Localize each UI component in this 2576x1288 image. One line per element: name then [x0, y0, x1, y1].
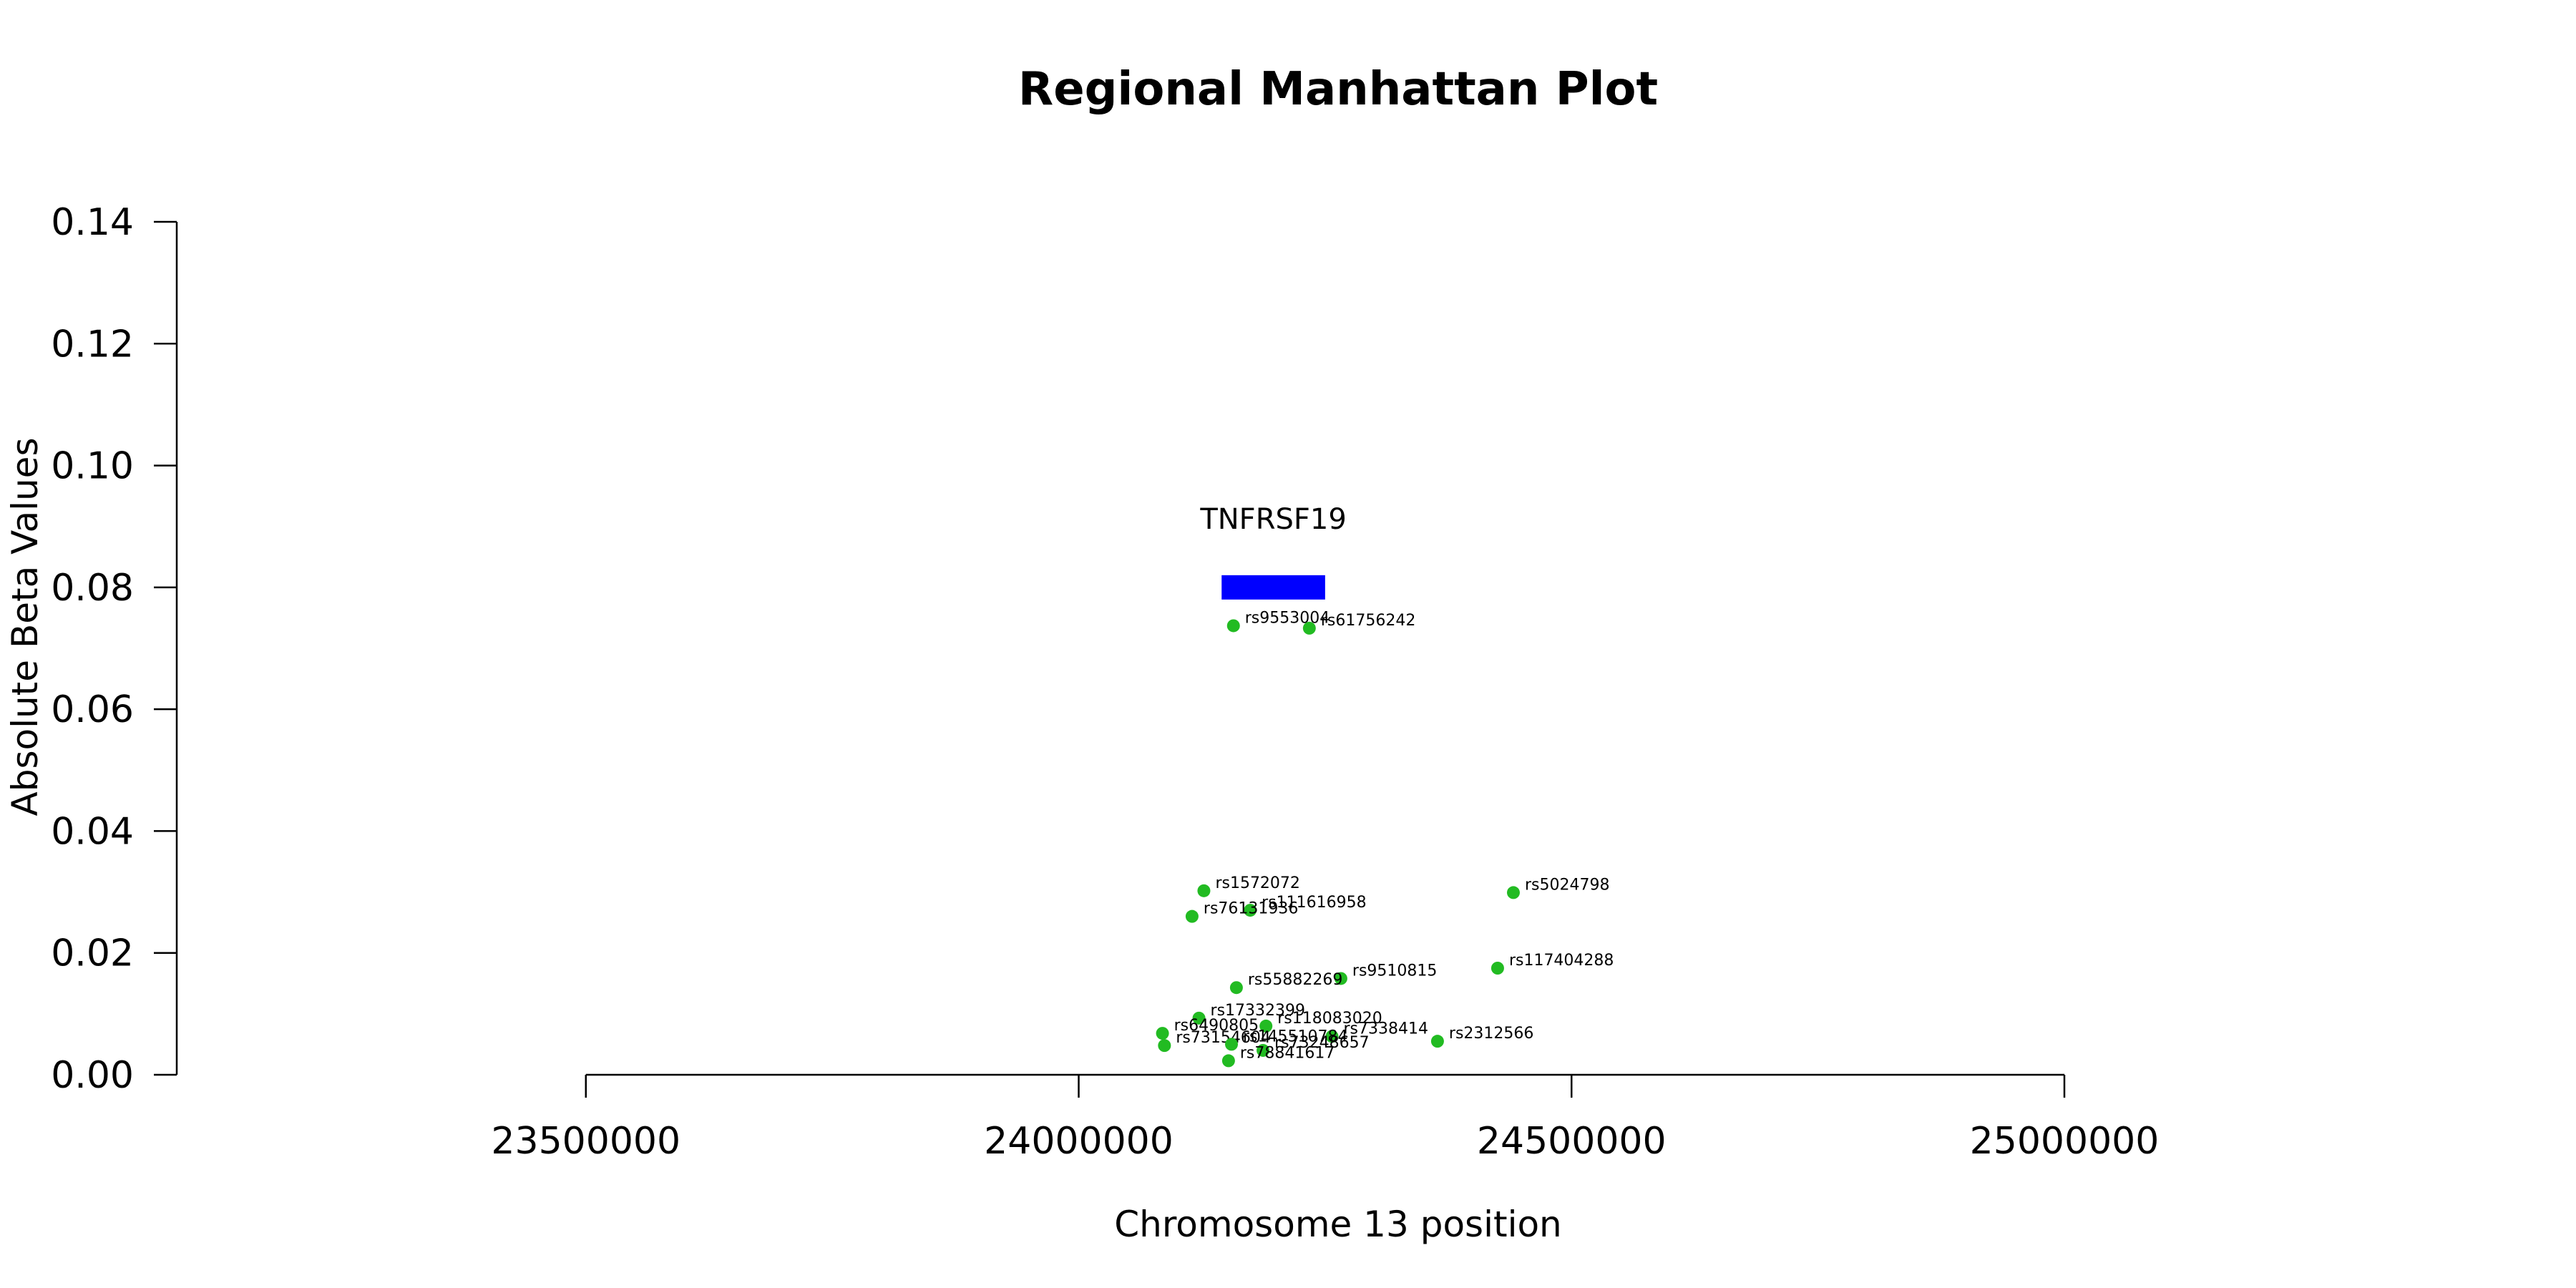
- snp-point: [1430, 1035, 1444, 1048]
- y-tick-label: 0.14: [51, 201, 134, 244]
- snp-point: [1156, 1027, 1169, 1040]
- y-axis: 0.00 0.02 0.04 0.06 0.08 0.10 0.12 0.14: [51, 201, 178, 1097]
- snp-point: [1192, 1011, 1206, 1025]
- snp-label: rs145510784: [1243, 1028, 1347, 1045]
- snp-label: rs2312566: [1449, 1025, 1534, 1043]
- y-tick-label: 0.12: [51, 323, 134, 366]
- snp-label: rs73154604: [1176, 1029, 1270, 1047]
- snp-point: [1185, 909, 1199, 923]
- y-tick-label: 0.10: [51, 445, 134, 488]
- x-tick-label: 23500000: [491, 1120, 680, 1163]
- gene-label: TNFRSF19: [1199, 503, 1346, 536]
- x-tick-label: 24000000: [984, 1120, 1174, 1163]
- snp-point: [1302, 621, 1316, 635]
- snp-point: [1197, 884, 1211, 897]
- snp-point: [1244, 904, 1257, 917]
- snp-label: rs17332399: [1211, 1002, 1305, 1020]
- snp-label: rs73248657: [1274, 1034, 1369, 1052]
- snp-label: rs6490805: [1174, 1017, 1259, 1035]
- snp-label: rs78841617: [1240, 1044, 1335, 1062]
- y-axis-label: Absolute Beta Values: [4, 438, 46, 816]
- x-axis-label: Chromosome 13 position: [1114, 1204, 1562, 1245]
- snp-point: [1226, 619, 1240, 633]
- snp-point: [1334, 972, 1347, 985]
- snp-label: rs76131936: [1204, 900, 1298, 918]
- snp-point: [1325, 1030, 1339, 1043]
- y-tick-label: 0.02: [51, 932, 134, 975]
- snp-label: rs117404288: [1509, 952, 1614, 970]
- snp-label: rs118083020: [1277, 1010, 1382, 1028]
- snp-point: [1158, 1039, 1171, 1053]
- y-tick-label: 0.06: [51, 688, 134, 731]
- snp-point: [1506, 886, 1520, 899]
- snp-point: [1229, 981, 1243, 995]
- chart-title: Regional Manhattan Plot: [1018, 63, 1658, 116]
- snp-label: rs61756242: [1321, 612, 1415, 630]
- snp-point: [1257, 1043, 1270, 1057]
- snp-label: rs9510815: [1352, 962, 1438, 980]
- gene-layer: TNFRSF19: [1199, 503, 1347, 600]
- snp-point: [1491, 962, 1504, 975]
- y-tick-label: 0.04: [51, 810, 134, 853]
- snp-label: rs111616958: [1262, 894, 1366, 912]
- y-tick-label: 0.00: [51, 1054, 134, 1097]
- x-tick-label: 25000000: [1970, 1120, 2160, 1163]
- snp-label: rs1572072: [1215, 874, 1300, 892]
- snp-point: [1221, 1054, 1235, 1068]
- y-tick-label: 0.08: [51, 567, 134, 610]
- snp-label: rs5024798: [1525, 876, 1610, 894]
- snp-label: rs9553004: [1245, 609, 1330, 627]
- gene-bar: [1221, 575, 1325, 600]
- x-tick-label: 24500000: [1477, 1120, 1667, 1163]
- x-axis: 23500000 24000000 24500000 25000000: [491, 1073, 2160, 1163]
- snp-label: rs7338414: [1344, 1020, 1429, 1038]
- snp-point: [1259, 1019, 1273, 1033]
- snp-point: [1225, 1038, 1239, 1051]
- snp-label: rs55882269: [1248, 971, 1342, 989]
